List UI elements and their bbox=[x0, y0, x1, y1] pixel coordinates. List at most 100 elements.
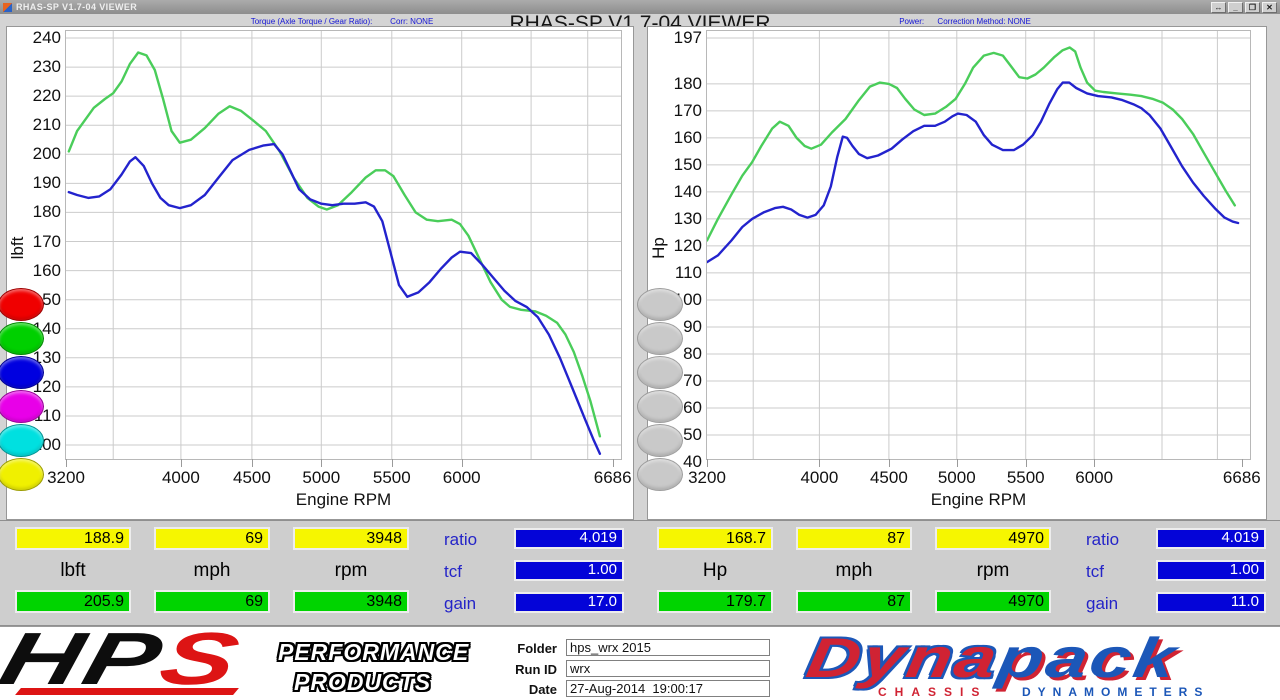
max-value-box: 179.7 bbox=[657, 590, 773, 613]
y-axis-tick-label: 180 bbox=[32, 202, 61, 222]
current-value-box: 69 bbox=[154, 527, 270, 550]
channel-color-button-green[interactable] bbox=[0, 322, 44, 355]
runid-label: Run ID bbox=[515, 662, 557, 677]
x-axis-tick bbox=[66, 459, 67, 467]
x-axis-tick bbox=[1094, 459, 1096, 467]
hps-logo: HPS bbox=[0, 617, 250, 700]
y-axis-tick-label: 150 bbox=[673, 154, 702, 174]
gain-label: gain bbox=[1086, 594, 1119, 613]
y-axis-tick-label: 230 bbox=[32, 57, 61, 77]
folder-field[interactable] bbox=[566, 639, 770, 656]
date-label: Date bbox=[528, 682, 557, 697]
y-axis-tick-label: 90 bbox=[683, 316, 702, 336]
readout-panel: 188.9 69 3948 lbft mph rpm 205.9 69 3948 ratio 4.0… bbox=[0, 520, 1280, 626]
channel-gray-button-3[interactable] bbox=[637, 356, 683, 389]
channel-color-button-magenta[interactable] bbox=[0, 390, 44, 423]
y-axis-tick-label: 40 bbox=[683, 451, 702, 471]
y-axis-tick-label: 210 bbox=[32, 115, 61, 135]
y-axis-tick-label: 180 bbox=[673, 73, 702, 93]
x-axis-tick bbox=[707, 459, 708, 467]
x-axis-tick bbox=[1241, 459, 1243, 467]
ratio-value-box: 4.019 bbox=[514, 528, 624, 549]
x-axis-tick bbox=[819, 459, 821, 467]
torque-readout-group: 188.9 69 3948 lbft mph rpm 205.9 69 3948 ratio 4.0… bbox=[0, 521, 638, 625]
resize-button[interactable]: ↔ bbox=[1211, 1, 1226, 13]
runid-field[interactable] bbox=[566, 660, 770, 677]
channel-color-button-blue[interactable] bbox=[0, 356, 44, 389]
x-axis-tick-label: 6000 bbox=[1075, 468, 1114, 487]
minimize-button[interactable]: _ bbox=[1228, 1, 1243, 13]
x-axis-tick bbox=[888, 459, 890, 467]
x-axis-tick-label: 3200 bbox=[688, 468, 726, 487]
x-axis-tick bbox=[321, 459, 323, 467]
window-title: RHAS-SP V1.7-04 VIEWER bbox=[16, 2, 138, 12]
x-axis-tick bbox=[251, 459, 253, 467]
dynapack-logo: Dynapack bbox=[802, 626, 1183, 689]
channel-gray-button-2[interactable] bbox=[637, 322, 683, 355]
dynapack-logo-dyna: Dyna bbox=[802, 626, 1005, 689]
dynapack-logo-pack: pack bbox=[993, 626, 1184, 689]
page-title: RHAS-SP V1.7-04 VIEWER bbox=[509, 13, 771, 27]
y-axis-tick-label: 130 bbox=[32, 347, 61, 367]
footer: HPS PERFORMANCE PRODUCTS Folder Run ID D… bbox=[0, 617, 1280, 700]
max-value-box: 205.9 bbox=[15, 590, 131, 613]
current-value-box: 168.7 bbox=[657, 527, 773, 550]
gain-value-box: 17.0 bbox=[514, 592, 624, 613]
x-axis-tick bbox=[391, 459, 393, 467]
x-axis-tick-label: 5000 bbox=[937, 468, 976, 487]
tcf-label: tcf bbox=[1086, 562, 1104, 581]
channel-gray-button-5[interactable] bbox=[637, 424, 683, 457]
y-axis-tick-label: 160 bbox=[673, 127, 702, 147]
tcf-label: tcf bbox=[444, 562, 462, 581]
y-axis-tick-label: 220 bbox=[32, 86, 61, 106]
ratio-value-box: 4.019 bbox=[1156, 528, 1266, 549]
hps-performance-text: PERFORMANCE bbox=[278, 639, 470, 665]
x-axis-tick-label: 4000 bbox=[800, 468, 839, 487]
max-value-box: 87 bbox=[796, 590, 912, 613]
x-axis-title: Engine RPM bbox=[295, 490, 392, 509]
unit-label: Hp bbox=[702, 560, 728, 581]
x-axis-tick-label: 5500 bbox=[372, 468, 411, 487]
torque-chart-caption: Torque (Axle Torque / Gear Ratio): Corr:… bbox=[250, 17, 434, 26]
dynapack-dynamometers-text: DYNAMOMETERS bbox=[1022, 685, 1210, 699]
torque-green-trace bbox=[67, 51, 602, 438]
unit-label: rpm bbox=[334, 560, 368, 581]
restore-button[interactable]: ❐ bbox=[1245, 1, 1260, 13]
y-axis-tick-label: 70 bbox=[683, 370, 702, 390]
x-axis-tick bbox=[612, 459, 614, 467]
gain-value-box: 11.0 bbox=[1156, 592, 1266, 613]
y-axis-tick-label: 130 bbox=[673, 208, 702, 228]
channel-gray-button-4[interactable] bbox=[637, 390, 683, 423]
channel-gray-button-1[interactable] bbox=[637, 288, 683, 321]
torque-blue-trace bbox=[67, 142, 602, 455]
y-axis-tick-label: 110 bbox=[674, 262, 702, 282]
folder-label: Folder bbox=[517, 641, 557, 656]
unit-label: lbft bbox=[60, 560, 86, 581]
x-axis-tick-label: 6686 bbox=[593, 468, 632, 487]
y-axis-tick-label: 170 bbox=[32, 231, 61, 251]
max-value-box: 3948 bbox=[293, 590, 409, 613]
x-axis-tick-label: 4500 bbox=[869, 468, 908, 487]
date-field[interactable] bbox=[566, 680, 770, 697]
x-axis-tick bbox=[180, 459, 182, 467]
channel-color-button-red[interactable] bbox=[0, 288, 44, 321]
close-button[interactable]: ✕ bbox=[1262, 1, 1277, 13]
channel-color-button-cyan[interactable] bbox=[0, 424, 44, 457]
channel-gray-button-6[interactable] bbox=[637, 458, 683, 491]
ratio-label: ratio bbox=[444, 530, 478, 549]
ratio-label: ratio bbox=[1086, 530, 1120, 549]
y-axis-tick-label: 60 bbox=[683, 397, 702, 417]
y-axis-tick-label: 170 bbox=[673, 100, 702, 120]
y-axis-tick-label: 160 bbox=[32, 260, 61, 280]
current-value-box: 3948 bbox=[293, 527, 409, 550]
hps-products-text: PRODUCTS bbox=[294, 669, 432, 695]
gain-label: gain bbox=[444, 594, 477, 613]
y-axis-tick-label: 190 bbox=[32, 173, 61, 193]
app-icon bbox=[3, 2, 12, 12]
current-value-box: 188.9 bbox=[15, 527, 131, 550]
window-title-bar: RHAS-SP V1.7-04 VIEWER ↔ _ ❐ ✕ bbox=[0, 0, 1280, 14]
power-green-trace bbox=[707, 46, 1236, 242]
channel-color-button-yellow[interactable] bbox=[0, 458, 44, 491]
torque-plot-area bbox=[65, 30, 622, 460]
